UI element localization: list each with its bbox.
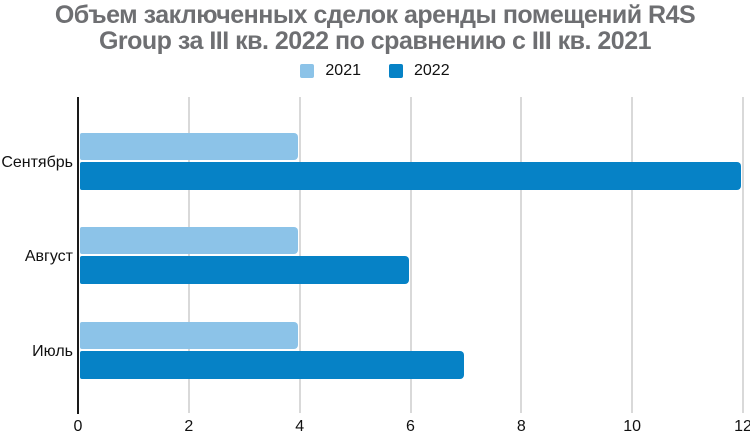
gridline-x-2 <box>187 97 190 413</box>
gridline-x-8 <box>520 97 523 413</box>
x-tick-label-0: 0 <box>73 418 83 435</box>
legend-label-2022: 2022 <box>414 62 450 79</box>
category-label-row-2: Август <box>24 248 73 265</box>
x-tick-label-4: 4 <box>295 418 305 435</box>
bar-2022-row-1 <box>80 162 741 190</box>
bar-2022-row-3 <box>80 351 464 379</box>
legend-swatch-2022 <box>389 64 403 78</box>
bar-2021-row-3 <box>80 322 298 349</box>
gridline-x-10 <box>631 97 634 413</box>
chart-title-line-1: Объем заключенных сделок аренды помещени… <box>54 1 696 29</box>
x-tick-label-12: 12 <box>734 418 750 435</box>
plot-area: 0 2 4 6 8 10 12 <box>74 97 750 435</box>
chart-title-line-2: Group за III кв. 2022 по сравнению с III… <box>98 27 652 55</box>
x-tick-label-8: 8 <box>516 418 526 435</box>
y-axis-line <box>77 97 79 414</box>
legend-item-2021: 2021 <box>300 62 361 80</box>
legend: 2021 2022 <box>0 62 750 80</box>
gridline-x-12 <box>742 97 744 413</box>
gridline-x-4 <box>298 97 301 413</box>
x-tick-label-10: 10 <box>623 418 642 435</box>
category-label-row-1: Сентябрь <box>1 154 73 171</box>
legend-label-2021: 2021 <box>325 62 361 79</box>
x-tick-label-2: 2 <box>184 418 194 435</box>
gridline-x-6 <box>409 97 412 413</box>
bar-2022-row-2 <box>80 256 409 284</box>
x-tick-label-6: 6 <box>406 418 415 435</box>
bar-2021-row-2 <box>80 227 298 254</box>
legend-swatch-2021 <box>300 64 315 78</box>
legend-item-2022: 2022 <box>389 62 450 80</box>
category-label-row-3: Июль <box>32 343 73 360</box>
chart-title: Объем заключенных сделок аренды помещени… <box>0 2 750 54</box>
bar-2021-row-1 <box>80 133 298 160</box>
